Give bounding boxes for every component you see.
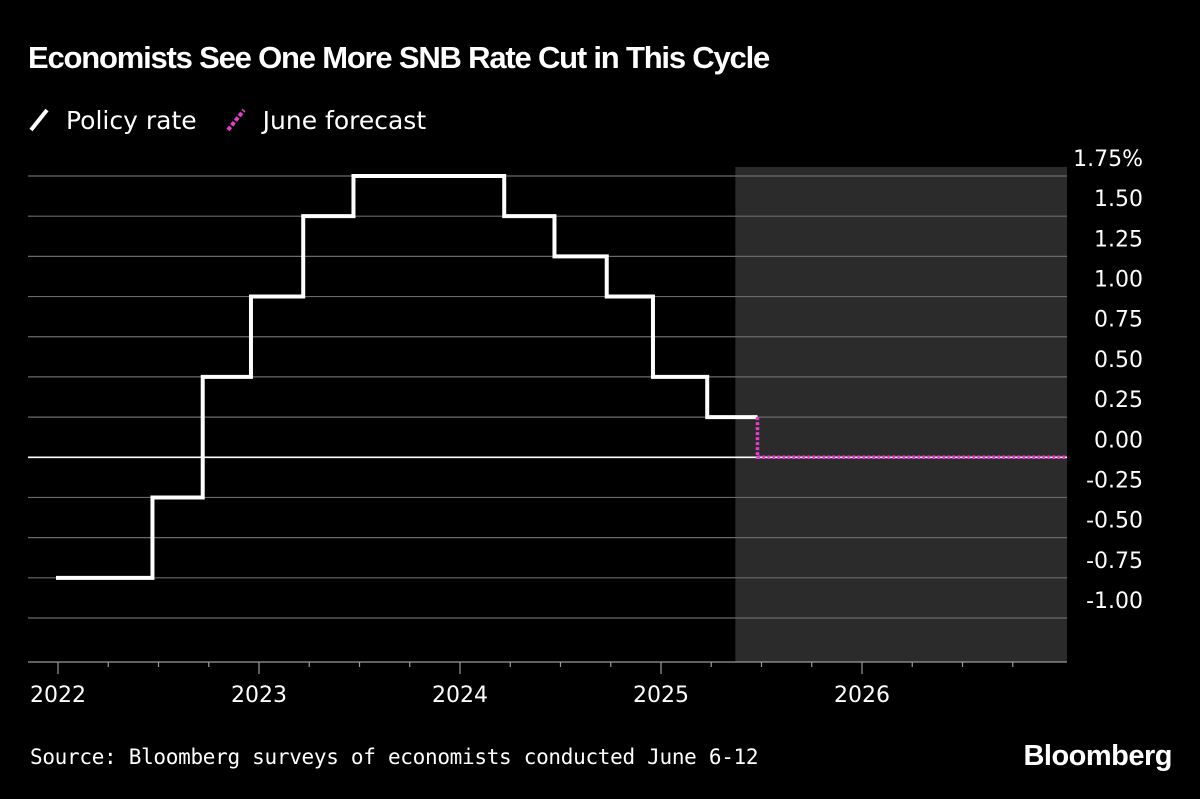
- series-june-forecast: [755, 417, 1068, 460]
- y-tick-label: -0.75: [1086, 549, 1143, 574]
- chart-title: Economists See One More SNB Rate Cut in …: [28, 40, 770, 75]
- legend-label-policy-rate: Policy rate: [66, 105, 197, 135]
- legend-swatch-policy-rate: [29, 108, 49, 132]
- x-tick-label: 2025: [633, 683, 689, 708]
- legend-swatch-june-forecast: [226, 108, 246, 132]
- legend-entry-policy-rate: Policy rate: [28, 106, 197, 135]
- y-tick-label: 1.00: [1094, 268, 1143, 293]
- y-tick-label: 0.75: [1094, 308, 1143, 333]
- bloomberg-logo: Bloomberg: [1023, 740, 1172, 772]
- x-tick-label: 2024: [432, 683, 488, 708]
- x-tick-label: 2023: [231, 683, 287, 708]
- y-tick-label: 1.50: [1094, 187, 1143, 212]
- x-tick-label: 2022: [30, 683, 86, 708]
- series-policy-rate: [55, 174, 758, 580]
- x-tick-label: 2026: [834, 683, 890, 708]
- legend-label-june-forecast: June forecast: [262, 105, 427, 135]
- legend-entry-june-forecast: June forecast: [225, 105, 427, 135]
- y-tick-label: 0.25: [1094, 388, 1143, 413]
- forecast-shaded-region: [735, 167, 1068, 662]
- source-note: Source: Bloomberg surveys of economists …: [30, 745, 759, 769]
- y-tick-label: 1.25: [1094, 227, 1143, 252]
- legend: Policy rate June forecast: [28, 103, 454, 137]
- y-tick-label: -0.25: [1086, 468, 1143, 493]
- y-tick-label: -0.50: [1086, 509, 1143, 534]
- y-tick-label: -1.00: [1086, 589, 1143, 614]
- y-tick-label: 0.00: [1094, 428, 1143, 453]
- y-tick-label: 0.50: [1094, 348, 1143, 373]
- y-tick-label: 1.75%: [1073, 147, 1143, 172]
